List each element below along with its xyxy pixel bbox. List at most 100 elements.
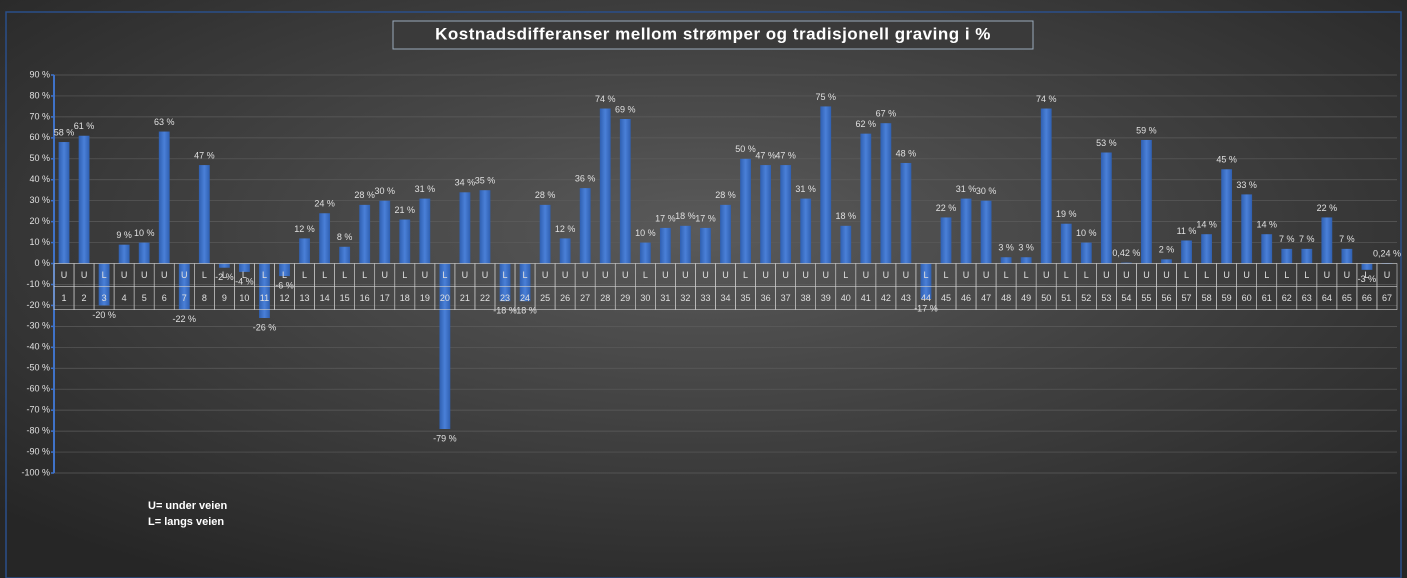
bar: [1221, 169, 1233, 264]
bar: [820, 106, 832, 264]
data-label: 17 %: [655, 213, 676, 223]
group-label: U: [1384, 270, 1391, 280]
bar: [780, 165, 792, 264]
bar: [1341, 248, 1353, 264]
y-tick-label: -40 %: [26, 342, 50, 352]
bar: [319, 213, 331, 264]
group-label: U: [883, 270, 890, 280]
data-label: -2 %: [215, 272, 234, 282]
annotation: L= langs veien: [148, 516, 224, 528]
group-label: U: [1163, 270, 1170, 280]
bar: [58, 142, 70, 264]
data-label: 22 %: [936, 203, 957, 213]
group-label: U: [121, 270, 128, 280]
x-tick-label: 27: [580, 293, 590, 303]
bar: [359, 204, 371, 264]
y-tick-label: -30 %: [26, 321, 50, 331]
bar: [399, 219, 411, 264]
bar: [158, 131, 170, 264]
x-tick-label: 67: [1382, 293, 1392, 303]
data-label: 14 %: [1196, 220, 1217, 230]
bar: [860, 133, 872, 264]
group-label: U: [1324, 270, 1331, 280]
group-label: L: [222, 270, 227, 280]
group-label: U: [1223, 270, 1230, 280]
group-label: U: [1043, 270, 1050, 280]
bar: [900, 162, 912, 264]
x-tick-label: 44: [921, 293, 931, 303]
x-tick-label: 34: [720, 293, 730, 303]
x-tick-label: 10: [239, 293, 249, 303]
data-label: 3 %: [1018, 243, 1034, 253]
bar: [880, 123, 892, 264]
x-tick-label: 61: [1262, 293, 1272, 303]
group-label: U: [81, 270, 88, 280]
data-label: 36 %: [575, 173, 596, 183]
data-label: 7 %: [1339, 234, 1355, 244]
x-tick-label: 52: [1081, 293, 1091, 303]
group-label: L: [202, 270, 207, 280]
x-tick-label: 16: [360, 293, 370, 303]
y-tick-label: -60 %: [26, 384, 50, 394]
data-label: 10 %: [134, 228, 155, 238]
y-tick-label: -10 %: [26, 279, 50, 289]
data-label: 63 %: [154, 117, 175, 127]
bar: [1141, 139, 1152, 264]
x-tick-label: 48: [1001, 293, 1011, 303]
bar: [1161, 259, 1172, 264]
x-tick-label: 11: [260, 293, 269, 303]
bar: [639, 242, 651, 264]
x-tick-label: 31: [660, 293, 670, 303]
bar: [78, 135, 90, 264]
group-label: L: [242, 270, 247, 280]
x-tick-label: 58: [1202, 293, 1212, 303]
frame: [5, 11, 1402, 578]
y-tick-label: 70 %: [29, 111, 50, 121]
data-label: 45 %: [1216, 155, 1237, 165]
group-label: U: [963, 270, 970, 280]
y-tick-label: -20 %: [26, 300, 50, 310]
data-label: 3 %: [998, 243, 1014, 253]
data-label: 31 %: [795, 184, 816, 194]
bar: [960, 198, 972, 264]
data-label: 8 %: [337, 232, 353, 242]
data-label: 12 %: [294, 224, 315, 234]
data-label: 7 %: [1279, 234, 1295, 244]
data-label: 74 %: [595, 94, 616, 104]
x-tick-label: 1: [62, 293, 67, 303]
bar: [1301, 248, 1313, 264]
group-label: U: [602, 270, 609, 280]
group-label: L: [1364, 270, 1369, 280]
group-label: U: [1103, 270, 1110, 280]
bar: [1020, 257, 1032, 264]
group-label: U: [983, 270, 990, 280]
bar: [840, 225, 852, 264]
group-label: L: [743, 270, 748, 280]
data-label: 47 %: [194, 150, 215, 160]
bar: [1120, 262, 1132, 264]
data-label: 31 %: [415, 184, 436, 194]
data-label: -18 %: [493, 306, 517, 316]
data-label: 61 %: [74, 121, 95, 131]
group-label: L: [342, 270, 347, 280]
x-tick-label: 22: [480, 293, 490, 303]
y-tick-label: -70 %: [26, 405, 50, 415]
group-label: L: [442, 270, 447, 280]
x-tick-label: 24: [520, 293, 530, 303]
group-label: L: [1084, 270, 1089, 280]
data-label: 47 %: [755, 150, 776, 160]
group-label: L: [523, 270, 528, 280]
group-label: U: [1143, 270, 1150, 280]
x-tick-label: 59: [1222, 293, 1232, 303]
y-tick-label: -50 %: [26, 363, 50, 373]
bar: [1000, 257, 1012, 264]
data-label: -22 %: [173, 314, 197, 324]
group-label: U: [61, 270, 68, 280]
x-tick-label: 66: [1362, 293, 1372, 303]
x-tick-label: 2: [82, 293, 87, 303]
group-label: U: [682, 270, 689, 280]
x-tick-label: 17: [380, 293, 390, 303]
bar: [740, 158, 751, 264]
bar: [559, 238, 571, 264]
